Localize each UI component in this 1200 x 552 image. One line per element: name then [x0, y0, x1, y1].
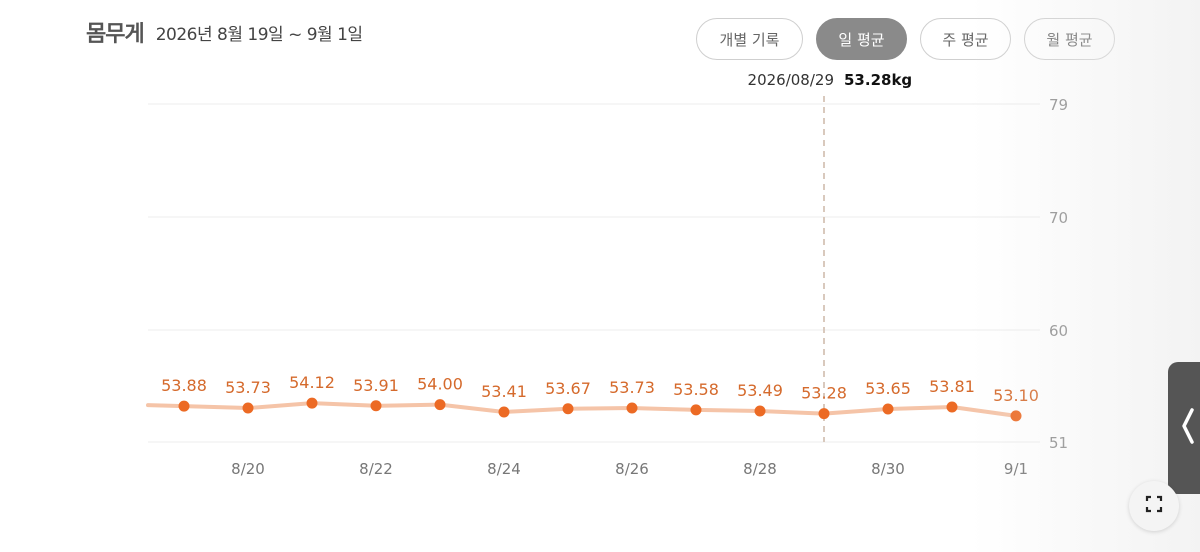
- data-label: 53.28: [801, 384, 847, 403]
- x-tick-label: 8/28: [743, 460, 777, 478]
- y-tick-label: 51: [1049, 434, 1068, 452]
- data-point[interactable]: [306, 397, 318, 409]
- data-label: 53.73: [225, 378, 271, 397]
- data-label: 53.41: [481, 382, 527, 401]
- data-label: 53.49: [737, 381, 783, 400]
- data-label: 53.10: [993, 386, 1039, 405]
- data-point[interactable]: [1010, 410, 1022, 422]
- data-label: 54.12: [289, 373, 335, 392]
- individual-records-button[interactable]: 개별 기록: [696, 18, 803, 60]
- y-tick-label: 79: [1049, 96, 1068, 114]
- x-tick-label: 8/20: [231, 460, 265, 478]
- chevron-left-icon: [1180, 406, 1196, 450]
- x-tick-label: 8/22: [359, 460, 393, 478]
- data-label: 54.00: [417, 375, 463, 394]
- data-point[interactable]: [946, 401, 958, 413]
- x-tick-label: 8/30: [871, 460, 905, 478]
- y-tick-label: 70: [1049, 209, 1068, 227]
- daily-average-button[interactable]: 일 평균: [816, 18, 907, 60]
- fullscreen-button[interactable]: [1129, 481, 1179, 531]
- data-point[interactable]: [882, 403, 894, 415]
- data-point[interactable]: [178, 400, 190, 412]
- y-tick-label: 60: [1049, 322, 1068, 340]
- grid: [148, 103, 1040, 443]
- page-title: 몸무게: [86, 22, 145, 47]
- data-label: 53.91: [353, 376, 399, 395]
- data-label: 53.58: [673, 380, 719, 399]
- data-point[interactable]: [690, 404, 702, 416]
- data-label: 53.81: [929, 377, 975, 396]
- data-label: 53.65: [865, 379, 911, 398]
- data-point[interactable]: [626, 402, 638, 414]
- y-axis: 51 60 70 79: [1049, 96, 1068, 452]
- data-point[interactable]: [498, 406, 510, 418]
- x-tick-label: 8/26: [615, 460, 649, 478]
- data-label: 53.88: [161, 376, 207, 395]
- x-axis: 8/20 8/22 8/24 8/26 8/28 8/30 9/1: [231, 460, 1028, 478]
- x-tick-label: 8/24: [487, 460, 521, 478]
- side-panel-handle[interactable]: [1168, 362, 1200, 494]
- data-point[interactable]: [242, 402, 254, 414]
- data-point[interactable]: [818, 408, 830, 420]
- date-range: 2026년 8월 19일 ~ 9월 1일: [155, 24, 363, 45]
- tooltip-date: 2026/08/29: [748, 71, 834, 89]
- x-tick-label: 9/1: [1004, 460, 1028, 478]
- data-labels: 53.88 53.73 54.12 53.91 54.00 53.41 53.67 53.73…: [161, 373, 1039, 405]
- chart-header: 몸무게 2026년 8월 19일 ~ 9월 1일: [86, 14, 363, 50]
- fullscreen-icon: [1145, 495, 1163, 517]
- tooltip-value: 53.28kg: [844, 71, 912, 89]
- data-point[interactable]: [370, 400, 382, 412]
- data-label: 53.73: [609, 378, 655, 397]
- data-point[interactable]: [434, 399, 446, 411]
- data-point[interactable]: [754, 405, 766, 417]
- data-label: 53.67: [545, 379, 591, 398]
- data-point[interactable]: [562, 403, 574, 415]
